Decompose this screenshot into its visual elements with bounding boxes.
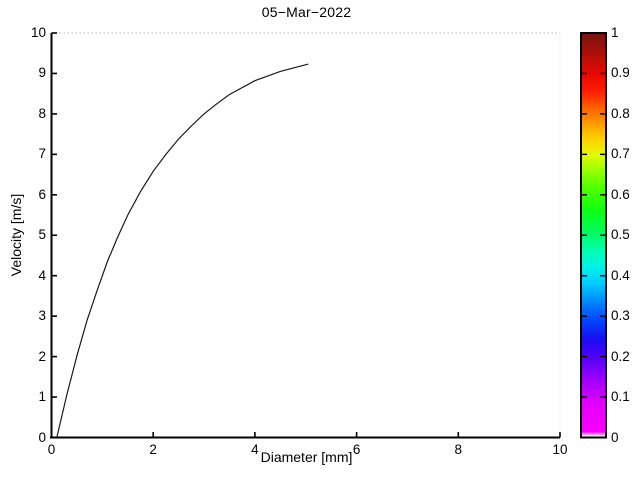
y-axis-label: Velocity [m/s] [8, 193, 24, 277]
velocity-curve [56, 63, 309, 438]
chart-title: 05−Mar−2022 [261, 4, 352, 20]
x-axis-label: Diameter [mm] [260, 449, 353, 465]
colorbar-gradient [582, 34, 605, 437]
colorbar-border [580, 32, 607, 439]
